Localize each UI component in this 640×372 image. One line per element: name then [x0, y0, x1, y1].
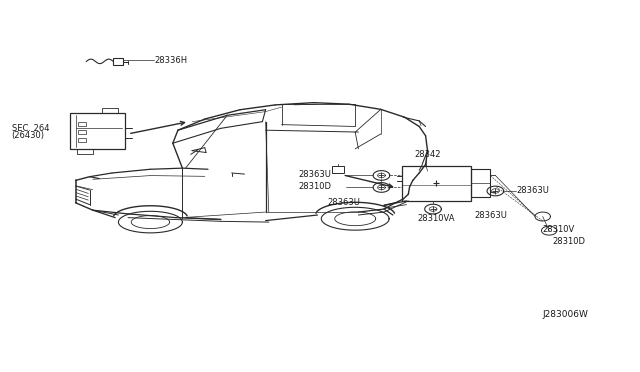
Bar — [70, 113, 125, 149]
Text: (26430): (26430) — [12, 131, 45, 140]
Bar — [78, 138, 86, 142]
Bar — [332, 166, 344, 173]
Text: 28363U: 28363U — [516, 186, 549, 195]
Text: 28310D: 28310D — [298, 182, 332, 191]
Bar — [102, 108, 118, 113]
Text: 28310V: 28310V — [543, 225, 575, 234]
Bar — [471, 169, 490, 197]
Text: 28310D: 28310D — [552, 237, 586, 246]
Text: 28363U: 28363U — [327, 198, 360, 207]
Bar — [77, 149, 93, 154]
Text: 28342: 28342 — [415, 150, 441, 159]
Bar — [78, 122, 86, 126]
Bar — [78, 130, 86, 134]
Text: 28310VA: 28310VA — [417, 214, 454, 223]
Text: J283006W: J283006W — [543, 310, 589, 319]
Bar — [402, 166, 471, 201]
Text: 28363U: 28363U — [475, 211, 508, 220]
Text: 28336H: 28336H — [154, 56, 188, 65]
Bar — [113, 58, 123, 65]
Text: SEC. 264: SEC. 264 — [12, 124, 49, 133]
Text: 28363U: 28363U — [298, 170, 331, 179]
